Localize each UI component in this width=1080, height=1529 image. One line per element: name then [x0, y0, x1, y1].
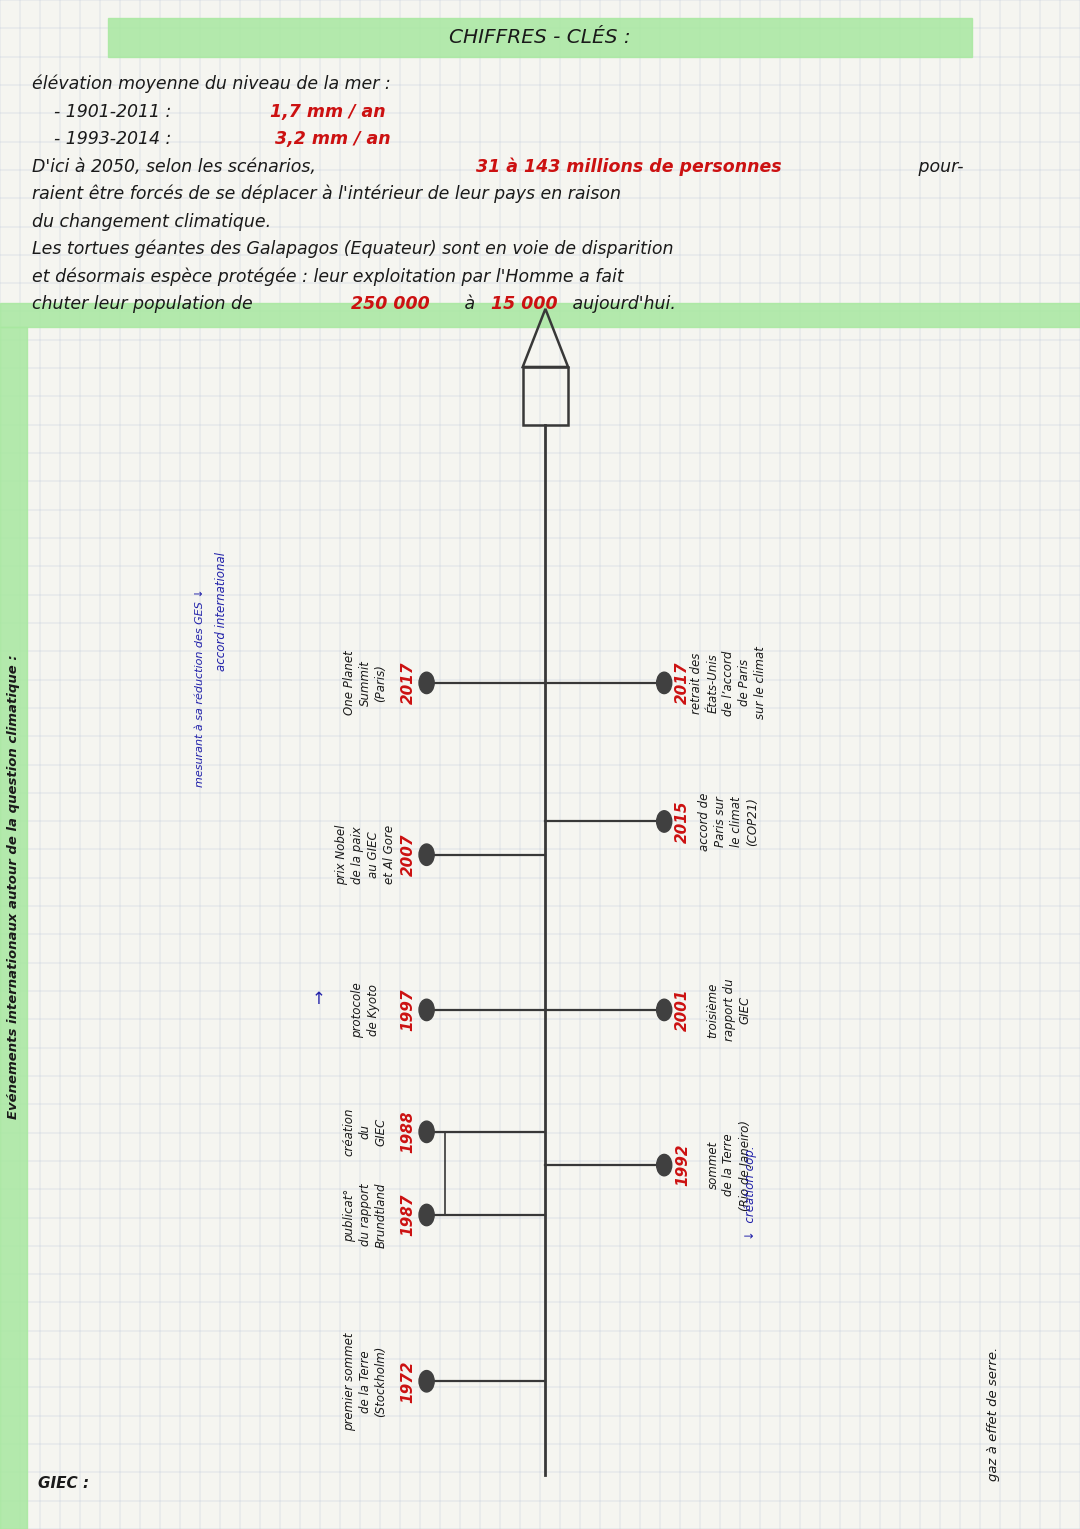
Text: 250 000: 250 000	[351, 295, 430, 313]
Text: 2001: 2001	[675, 989, 690, 1031]
Text: 1988: 1988	[401, 1110, 416, 1153]
Circle shape	[419, 1000, 434, 1021]
Text: 2015: 2015	[675, 800, 690, 842]
Text: 2007: 2007	[401, 833, 416, 876]
Text: pour-: pour-	[913, 157, 963, 176]
Text: retrait des
États-Unis
de l’accord
de Paris
sur le climat: retrait des États-Unis de l’accord de Pa…	[690, 647, 768, 719]
Text: prix Nobel
de la paix
au GIEC
et Al Gore: prix Nobel de la paix au GIEC et Al Gore	[335, 824, 395, 885]
Text: raient être forcés de se déplacer à l'intérieur de leur pays en raison: raient être forcés de se déplacer à l'in…	[32, 185, 621, 203]
Text: 2017: 2017	[401, 662, 416, 705]
Text: à: à	[459, 295, 481, 313]
Text: Les tortues géantes des Galapagos (Equateur) sont en voie de disparition: Les tortues géantes des Galapagos (Equat…	[32, 240, 674, 258]
Text: D'ici à 2050, selon les scénarios,: D'ici à 2050, selon les scénarios,	[32, 157, 316, 176]
Text: du changement climatique.: du changement climatique.	[32, 213, 271, 231]
Text: sommet
de la Terre
(Rio de Janeiro): sommet de la Terre (Rio de Janeiro)	[706, 1119, 752, 1211]
Text: 1987: 1987	[401, 1194, 416, 1237]
Text: CHIFFRES - CLÉS :: CHIFFRES - CLÉS :	[449, 28, 631, 47]
Bar	[108, 18, 972, 57]
Bar	[523, 367, 568, 425]
Circle shape	[657, 810, 672, 832]
Text: création
du
GIEC: création du GIEC	[342, 1107, 388, 1156]
Text: 15 000: 15 000	[491, 295, 558, 313]
Text: mesurant à sa réduction des GES ↓: mesurant à sa réduction des GES ↓	[194, 589, 205, 787]
Text: publicat°
du rapport
Brundtland: publicat° du rapport Brundtland	[342, 1182, 388, 1248]
Circle shape	[657, 1000, 672, 1021]
Text: protocole
de Kyoto: protocole de Kyoto	[351, 982, 379, 1038]
Text: 1,7 mm / an: 1,7 mm / an	[270, 102, 386, 121]
Circle shape	[657, 1154, 672, 1176]
Circle shape	[657, 673, 672, 694]
Bar	[0, 327, 27, 1529]
Circle shape	[419, 673, 434, 694]
Text: premier sommet
de la Terre
(Stockholm): premier sommet de la Terre (Stockholm)	[342, 1332, 388, 1431]
Text: 1992: 1992	[675, 1144, 690, 1187]
Text: - 1901-2011 :: - 1901-2011 :	[54, 102, 177, 121]
Text: Evénements internationaux autour de la question climatique :: Evénements internationaux autour de la q…	[6, 654, 21, 1119]
Circle shape	[419, 844, 434, 865]
Text: ↓  création cop.: ↓ création cop.	[744, 1145, 757, 1240]
Circle shape	[419, 1121, 434, 1142]
Bar	[0, 303, 1080, 327]
Text: 3,2 mm / an: 3,2 mm / an	[275, 130, 391, 148]
Text: One Planet
Summit
(Paris): One Planet Summit (Paris)	[342, 650, 388, 716]
Text: accord de
Paris sur
le climat
(COP21): accord de Paris sur le climat (COP21)	[699, 792, 759, 850]
Text: et désormais espèce protégée : leur exploitation par l'Homme a fait: et désormais espèce protégée : leur expl…	[32, 268, 624, 286]
Text: aujourd'hui.: aujourd'hui.	[567, 295, 676, 313]
Text: gaz à effet de serre.: gaz à effet de serre.	[987, 1347, 1000, 1482]
Text: GIEC :: GIEC :	[38, 1475, 89, 1491]
Circle shape	[419, 1370, 434, 1391]
Text: élévation moyenne du niveau de la mer :: élévation moyenne du niveau de la mer :	[32, 75, 391, 93]
Text: chuter leur population de: chuter leur population de	[32, 295, 258, 313]
Text: 1972: 1972	[401, 1359, 416, 1402]
Text: 1997: 1997	[401, 989, 416, 1031]
Text: ↑: ↑	[312, 989, 325, 1008]
Text: 31 à 143 millions de personnes: 31 à 143 millions de personnes	[470, 157, 782, 176]
Text: accord international: accord international	[215, 552, 228, 671]
Text: troisième
rapport du
GIEC: troisième rapport du GIEC	[706, 979, 752, 1041]
Circle shape	[419, 1205, 434, 1226]
Text: 2017: 2017	[675, 662, 690, 705]
Text: - 1993-2014 :: - 1993-2014 :	[54, 130, 177, 148]
